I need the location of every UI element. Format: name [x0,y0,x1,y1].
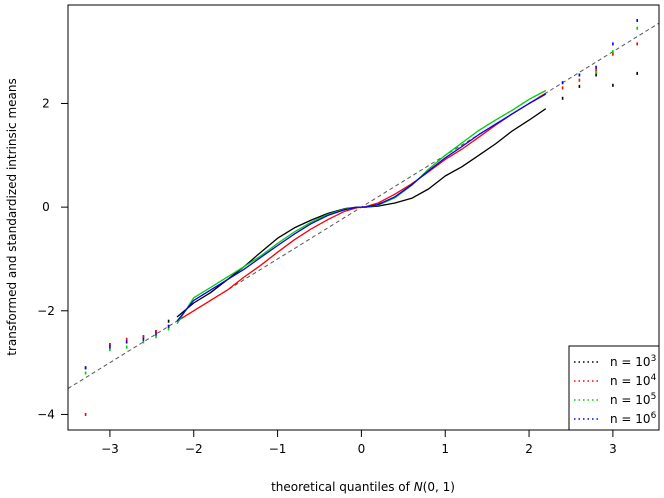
series-0-point-31 [561,96,564,100]
y-tick-label-3: 2 [42,96,50,110]
y-axis-title: transformed and standardized intrinsic m… [5,78,19,356]
x-tick-label-2: −1 [269,442,287,456]
series-1-point-31 [561,86,564,90]
series-3-point-33 [595,65,597,69]
series-1-point-4 [155,330,157,333]
series-2-point-35 [636,26,638,30]
plot-frame [67,4,660,431]
series-0-point-33 [595,73,597,77]
series-1-point-35 [636,42,638,46]
series-2-point-4 [155,335,157,339]
legend-label-2: n = 105 [610,392,656,407]
x-tick-label-4: 1 [441,442,449,456]
series-1-point-3 [142,335,145,339]
series-3-point-4 [155,332,157,336]
series-2-point-2 [125,345,128,349]
series-1-point-2 [125,337,128,341]
legend-box [568,345,660,431]
series-0-point-35 [636,71,638,75]
series-1-point-0 [84,413,87,416]
y-axis: −4 −2 0 2 [37,96,68,421]
series-3-point-2 [125,340,128,344]
series-layer [84,19,638,416]
series-2-point-5 [167,327,170,331]
series-3-point-31 [561,81,564,85]
x-tick-label-5: 2 [525,442,533,456]
series-0-point-32 [578,84,581,88]
x-axis-title: theoretical quantiles of N(0, 1) [271,480,455,494]
y-tick-label-2: 0 [42,200,50,214]
series-3-point-3 [142,337,145,341]
series-3-point-32 [578,73,581,77]
series-3-line [176,93,547,322]
x-axis: −3 −2 −1 0 1 2 3 [101,430,617,456]
series-2-point-1 [109,348,111,352]
series-3-point-34 [612,42,614,46]
series-1-point-32 [578,78,581,82]
series-1-point-33 [595,68,597,72]
reference-line-layer [67,22,660,389]
y-tick-label-0: −4 [37,407,55,421]
legend-label-1: n = 104 [610,373,657,388]
series-2-point-34 [612,50,614,54]
series-3-point-0 [84,366,87,370]
x-tick-label-0: −3 [101,442,119,456]
series-2-point-3 [142,340,145,344]
legend-label-3: n = 106 [610,411,657,426]
x-tick-label-1: −2 [185,442,203,456]
series-1-point-1 [109,343,111,346]
y-tick-label-1: −2 [37,304,55,318]
series-3 [84,19,638,370]
legend-label-0: n = 103 [610,354,656,369]
series-1-point-34 [612,52,614,56]
series-3-point-1 [109,345,111,349]
series-0-point-5 [167,319,170,323]
series-2-point-33 [595,70,597,74]
x-tick-label-6: 3 [609,442,617,456]
series-0-point-34 [612,83,614,87]
series-3-point-5 [167,324,170,328]
series-2-point-0 [84,371,87,375]
series-3-point-35 [636,19,638,22]
x-tick-label-3: 0 [358,442,366,456]
legend: n = 103 n = 104 n = 105 n = 106 [568,345,660,431]
reference-line [67,22,660,389]
